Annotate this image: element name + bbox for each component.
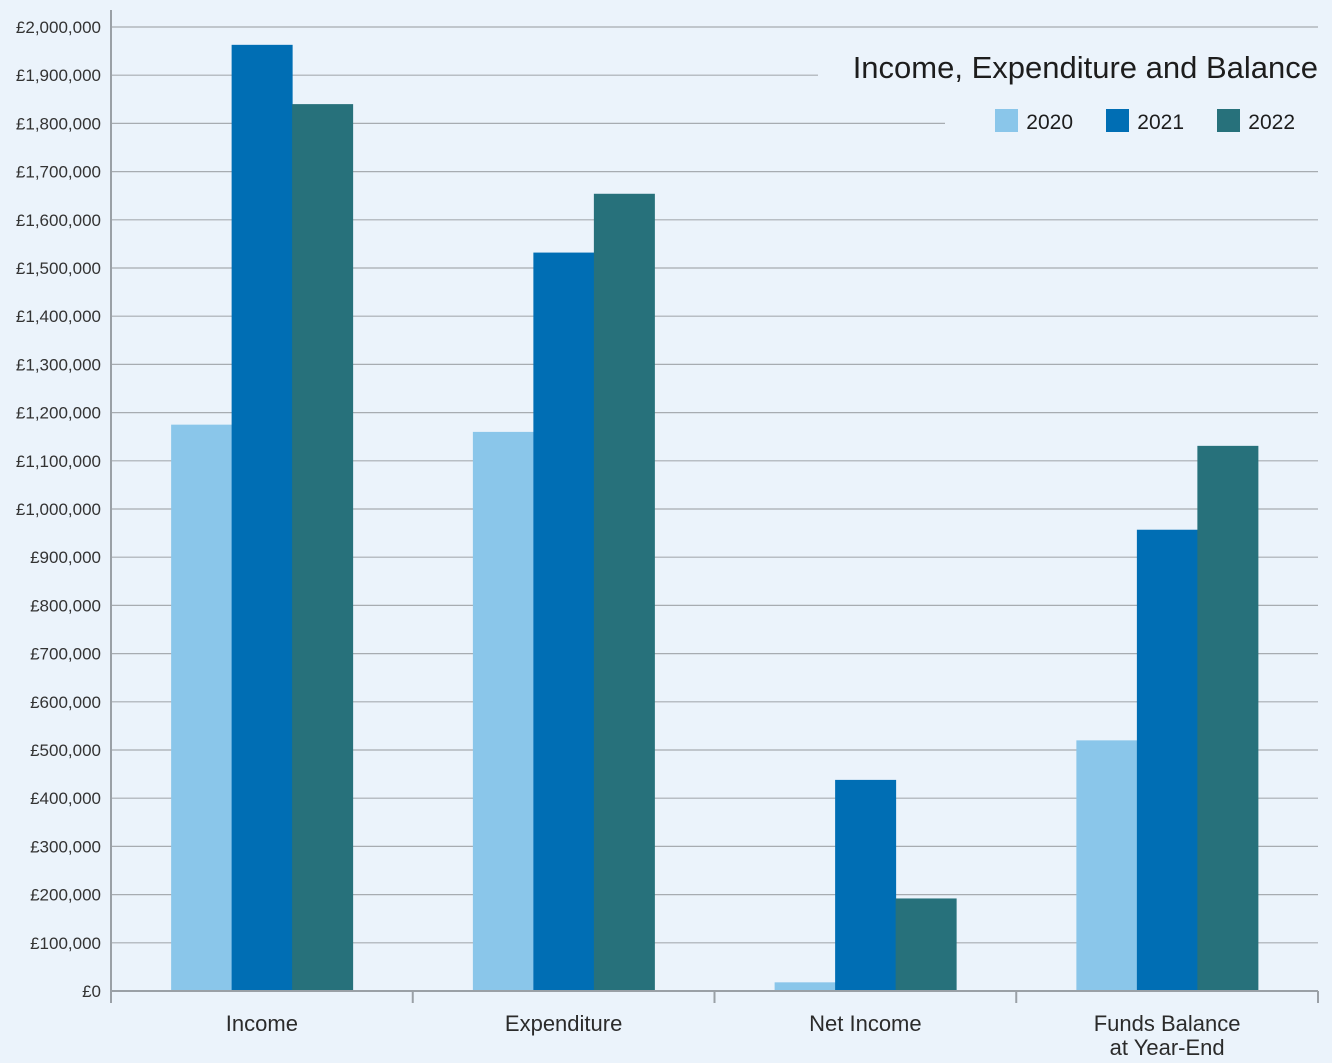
axes: £0 £100,000 £200,000 £300,000 £400,000 £500,0…	[16, 10, 1319, 1060]
y-tick-label: £300,000	[30, 837, 101, 856]
legend-swatch-2020	[995, 109, 1018, 132]
y-tick-label: £2,000,000	[16, 18, 101, 37]
legend-swatch-2021	[1106, 109, 1129, 132]
bar-2020-income	[171, 424, 233, 991]
legend-swatch-2022	[1217, 109, 1240, 132]
y-tick-label: £1,900,000	[16, 66, 101, 85]
y-tick-label: £1,800,000	[16, 114, 101, 133]
y-tick-label: £400,000	[30, 789, 101, 808]
legend-label-2022: 2022	[1248, 111, 1295, 134]
y-tick-label: £700,000	[30, 645, 101, 664]
bar-2022-income	[292, 104, 354, 992]
title-backdrop	[818, 40, 1332, 98]
bar-2021-funds-balance-at-year-end	[1136, 529, 1198, 991]
y-tick-label: £1,200,000	[16, 404, 101, 423]
y-tick-label: £1,300,000	[16, 355, 101, 374]
y-tick-label: £1,400,000	[16, 307, 101, 326]
y-tick-label: £0	[82, 982, 101, 1001]
x-category-label: Income	[226, 1011, 298, 1036]
y-tick-label: £200,000	[30, 886, 101, 905]
y-tick-label: £1,600,000	[16, 211, 101, 230]
bar-2021-income	[231, 44, 293, 992]
y-tick-label: £800,000	[30, 596, 101, 615]
y-tick-label: £1,700,000	[16, 163, 101, 182]
bar-2021-expenditure	[533, 252, 595, 992]
bar-2022-net-income	[895, 898, 957, 991]
bar-2020-expenditure	[472, 431, 534, 991]
y-tick-label: £1,500,000	[16, 259, 101, 278]
x-category-label: Expenditure	[505, 1011, 622, 1036]
legend-label-2021: 2021	[1137, 111, 1184, 134]
bar-2022-funds-balance-at-year-end	[1197, 445, 1259, 991]
y-tick-label: £1,000,000	[16, 500, 101, 519]
x-category-label: at Year-End	[1110, 1035, 1225, 1060]
y-tick-label: £100,000	[30, 934, 101, 953]
x-category-label: Net Income	[809, 1011, 922, 1036]
y-tick-label: £900,000	[30, 548, 101, 567]
bars	[171, 44, 1259, 992]
legend-label-2020: 2020	[1026, 111, 1073, 134]
bar-2020-funds-balance-at-year-end	[1076, 740, 1138, 991]
y-tick-label: £500,000	[30, 741, 101, 760]
bar-2021-net-income	[835, 779, 897, 991]
y-tick-label: £600,000	[30, 693, 101, 712]
x-category-label: Funds Balance	[1094, 1011, 1241, 1036]
bar-2020-net-income	[774, 982, 836, 991]
y-tick-label: £1,100,000	[16, 452, 101, 471]
chart-title: Income, Expenditure and Balance	[853, 50, 1318, 85]
legend: 2020 2021 2022	[995, 109, 1295, 134]
bar-2022-expenditure	[593, 193, 655, 992]
